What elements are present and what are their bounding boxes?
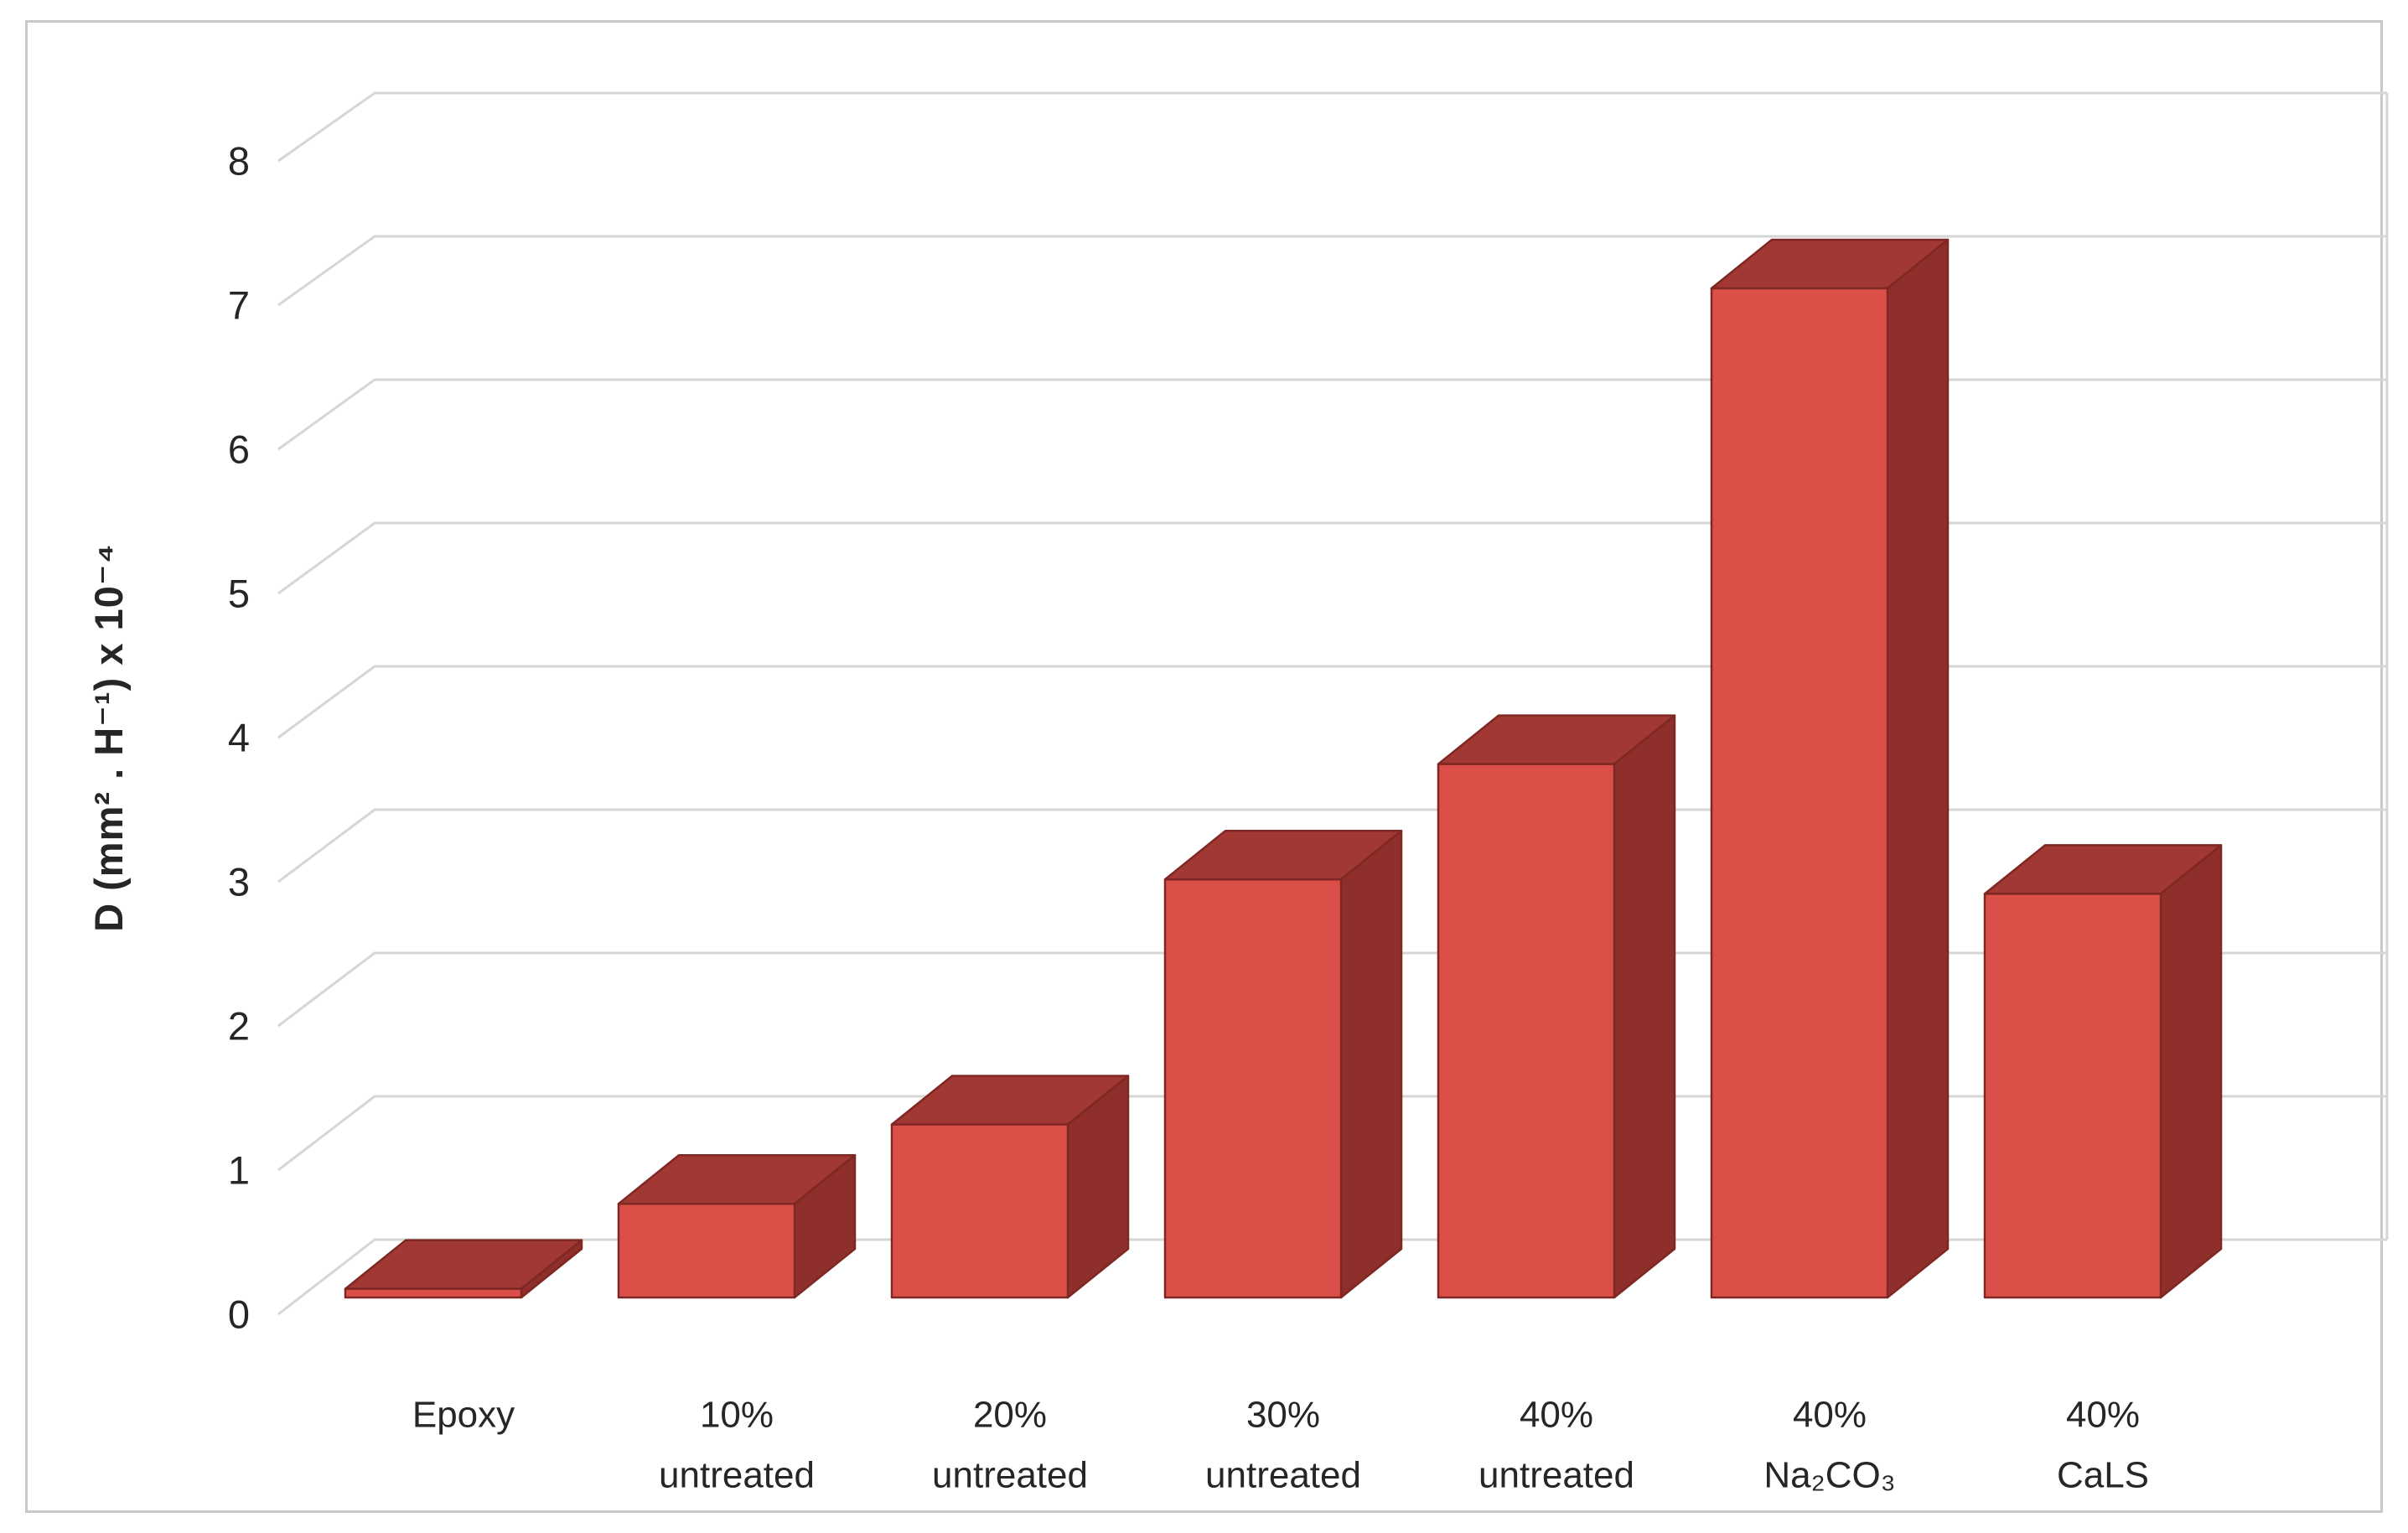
x-label-40-na2co3: 40% Na₂CO₃ — [1763, 1395, 1895, 1496]
y-gridline-5 — [277, 521, 2387, 595]
bar-front-face — [344, 1287, 523, 1299]
bar-10-untreated — [617, 1153, 857, 1299]
bar-side-face — [1613, 714, 1676, 1299]
bar-40-cals — [1983, 844, 2223, 1299]
bar-40-untreated — [1437, 714, 1676, 1299]
x-label-line: untreated — [1205, 1455, 1361, 1496]
bar-top-face — [344, 1239, 583, 1290]
x-label-line: 20% — [973, 1395, 1047, 1436]
x-label-40-untreated: 40% untreated — [1478, 1395, 1634, 1496]
bar-front-face — [1437, 763, 1616, 1299]
x-label-40-cals: 40% CaLS — [2057, 1395, 2149, 1496]
x-label-line: Na₂CO₃ — [1763, 1455, 1895, 1496]
y-gridline-6 — [277, 378, 2387, 451]
y-tick-label-8: 8 — [228, 139, 250, 184]
bar-front-face — [1710, 287, 1889, 1299]
x-label-line: untreated — [659, 1455, 815, 1496]
bar-side-face — [1339, 829, 1403, 1299]
y-gridline-8 — [277, 91, 2387, 163]
bar-front-face — [890, 1123, 1069, 1299]
x-label-line: Epoxy — [412, 1395, 515, 1436]
x-label-line: 30% — [1246, 1395, 1320, 1436]
y-tick-label-4: 4 — [228, 716, 250, 760]
bar-20-untreated — [890, 1075, 1130, 1299]
bar-30-untreated — [1163, 829, 1403, 1299]
y-tick-label-0: 0 — [228, 1292, 250, 1337]
y-gridline-4 — [277, 665, 2387, 739]
bar-front-face — [1163, 878, 1343, 1299]
x-label-line: untreated — [932, 1455, 1088, 1496]
y-tick-label-3: 3 — [228, 860, 250, 904]
x-label-10-untreated: 10% untreated — [659, 1395, 815, 1496]
x-label-30-untreated: 30% untreated — [1205, 1395, 1361, 1496]
x-label-epoxy: Epoxy — [412, 1395, 515, 1436]
x-label-line: 40% — [1520, 1395, 1593, 1436]
bar-front-face — [617, 1202, 796, 1299]
x-label-line: 40% — [2066, 1395, 2140, 1436]
y-tick-label-6: 6 — [228, 427, 250, 472]
x-label-20-untreated: 20% untreated — [932, 1395, 1088, 1496]
x-label-line: 10% — [700, 1395, 774, 1436]
x-label-line: CaLS — [2057, 1455, 2149, 1496]
y-tick-label-7: 7 — [228, 283, 250, 328]
x-label-line: 40% — [1793, 1395, 1867, 1436]
y-tick-label-1: 1 — [228, 1148, 250, 1193]
y-tick-label-2: 2 — [228, 1004, 250, 1049]
bar-side-face — [2159, 844, 2223, 1299]
bar-epoxy — [344, 1239, 583, 1299]
bar-40-na2co3 — [1710, 238, 1950, 1299]
bar-front-face — [1983, 893, 2162, 1299]
y-tick-label-5: 5 — [228, 572, 250, 616]
x-label-line: untreated — [1478, 1455, 1634, 1496]
bar-side-face — [1886, 238, 1950, 1299]
y-gridline-7 — [277, 235, 2387, 307]
